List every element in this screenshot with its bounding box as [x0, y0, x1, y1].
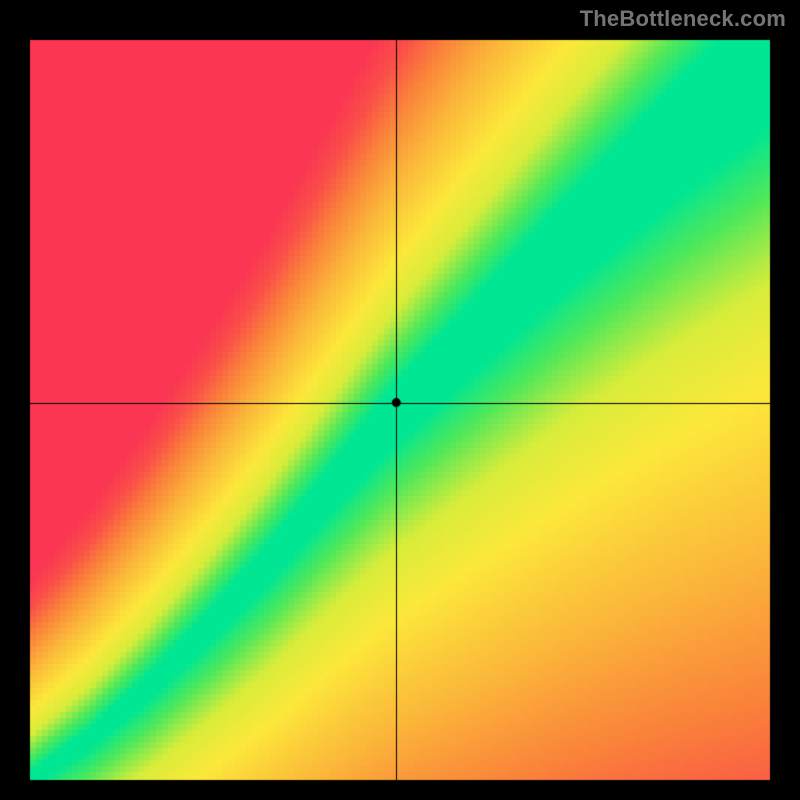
chart-container: { "watermark": { "text": "TheBottleneck.…: [0, 0, 800, 800]
watermark-text: TheBottleneck.com: [580, 6, 786, 32]
bottleneck-heatmap-canvas: [0, 0, 800, 800]
